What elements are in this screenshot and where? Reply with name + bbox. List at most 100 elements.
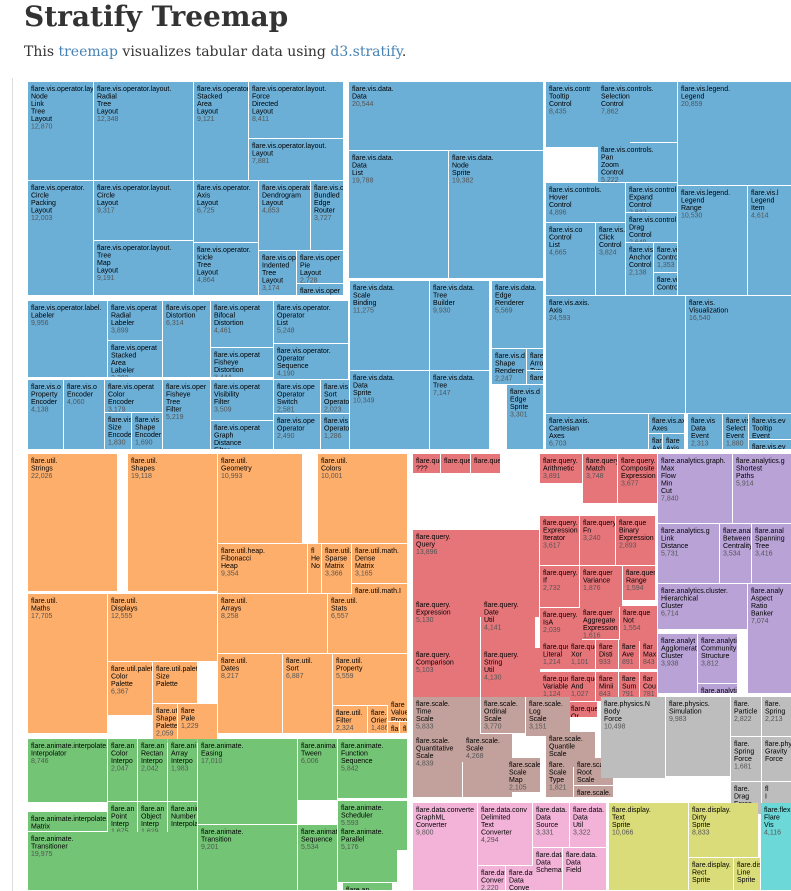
treemap-cell-rect	[211, 348, 273, 377]
treemap-cell-label-line: flare.vis.op	[262, 255, 296, 262]
treemap-cell-label-line: flare.dis	[737, 862, 762, 869]
treemap-chart: flare.vis.operator.layout. Node Link Tree La…	[28, 82, 791, 891]
treemap-cell-label-line: flare	[599, 644, 613, 651]
treemap-cell-rect	[108, 739, 137, 801]
treemap-cell-label-line: Rect	[692, 870, 706, 877]
treemap-cell-label-line: Force	[734, 756, 752, 763]
treemap-cell-label-line: Scale	[509, 770, 527, 777]
treemap-cell: flare.vis Operator 1,286	[321, 414, 349, 449]
treemap-cell-label-line: Renderer	[495, 368, 525, 375]
treemap-cell-label-line: Control	[549, 235, 572, 242]
treemap-cell-label: flare.vis.oper Pie Layout 2,728	[300, 255, 341, 285]
treemap-cell-value: 4,461	[214, 328, 232, 335]
treemap-cell-value: 3,179	[108, 407, 126, 414]
treemap-cell-value: 19,118	[131, 473, 152, 480]
treemap-cell-rect	[618, 454, 657, 503]
treemap-cell-rect	[283, 654, 332, 733]
treemap-cell-label: flare.vis.operator.layout. Layout 7,881	[252, 143, 326, 165]
treemap-cell-rect	[698, 634, 737, 683]
treemap-cell-label-line: flare.vis.operat	[214, 425, 260, 432]
treemap-cell-value: 6,006	[301, 758, 319, 765]
treemap-cell: flare. Scale Type 1,821	[546, 758, 573, 797]
treemap-cell-rect	[94, 82, 193, 180]
treemap-cell-label: flare.analytics.g Link Distance 5,731	[661, 528, 710, 558]
treemap-cell: flare.query. Comparison 5,103	[413, 648, 480, 697]
treemap-link[interactable]: treemap	[58, 44, 118, 60]
treemap-cell-value: 4,190	[277, 371, 295, 378]
treemap-cell-label-line: flare.display.	[692, 807, 731, 814]
treemap-cell-label-line: flare.vis.data.	[353, 375, 395, 382]
treemap-cell-label-line: Visibility	[214, 392, 240, 399]
treemap-cell-rect	[568, 702, 597, 717]
treemap-cell-rect	[749, 440, 791, 449]
treemap-cell-rect	[654, 273, 677, 295]
treemap-cell-label-line: Between	[723, 536, 750, 543]
treemap-cell-value: 10,066	[612, 830, 634, 837]
treemap-cell: flare Value Proxy	[388, 698, 407, 721]
treemap-cell-label-line: Max	[643, 652, 657, 659]
treemap-cell-label-line: Distance	[661, 543, 688, 550]
treemap-cell: flare.an	[343, 883, 392, 890]
treemap-cell-label-line: flare.vis.l	[751, 190, 779, 197]
treemap-cell-rect	[678, 82, 791, 185]
treemap-cell-rect	[321, 380, 349, 413]
treemap-cell: flare.dis Line Sprite	[734, 858, 762, 890]
treemap-cell-label-line: Hover	[549, 195, 568, 202]
treemap-cell-label: flare.query Variable 1,124	[543, 676, 577, 698]
treemap-cell-value: 2,059	[156, 731, 174, 738]
treemap-cell-value: 3,301	[510, 412, 528, 419]
treemap-cell-label-line: Data	[691, 426, 706, 433]
treemap-cell-rect	[580, 566, 622, 607]
treemap-cell-label-line: flare.vis.d	[510, 389, 540, 396]
treemap-cell-label-line: flare.query.	[484, 652, 519, 659]
treemap-cell-label-line: Conve	[509, 885, 529, 891]
treemap-cell-label-line: Expression	[621, 473, 656, 480]
treemap-cell-label-line: Control	[629, 232, 652, 239]
treemap-cell-label: flare.vis.operator. Stacked Area Layout 9,12…	[197, 86, 251, 123]
treemap-cell-label: flare.query Literal 1,214	[543, 644, 577, 666]
treemap-cell-label-line: flar	[643, 676, 653, 683]
treemap-cell-label: flare.animate. Easing 17,010	[201, 743, 243, 765]
treemap-cell-value: 6,714	[661, 611, 679, 618]
treemap-cell-label-line: Expand	[629, 195, 653, 202]
treemap-cell-label-line: Tree	[433, 383, 447, 390]
treemap-cell-label-line: Layout	[300, 270, 321, 277]
treemap-cell-label: flare.util. Property 5,559	[336, 658, 363, 680]
treemap-cell-rect	[249, 82, 343, 138]
treemap-cell-label-line: flare.query.	[543, 612, 578, 619]
treemap-cell: flare.analytics.g Shortest Paths 5,914	[733, 454, 791, 523]
treemap-cell-label-line: flare.vis.operator.	[197, 185, 251, 192]
treemap-cell-label: flare.analytics.cluster. Hierarchical Clus…	[661, 588, 728, 618]
treemap-cell-label-line: flare	[622, 676, 636, 683]
treemap-cell-rect	[748, 186, 791, 295]
treemap-cell-label-line: flare.	[734, 701, 750, 708]
treemap-cell-label-line: Tree	[433, 293, 447, 300]
treemap-cell-label-line: Packing	[31, 200, 56, 207]
treemap-cell-rect	[731, 697, 761, 736]
treemap-cell-label-line: flare.que	[619, 520, 646, 527]
treemap-cell-label: flare.vis.data. Data List 19,788	[352, 155, 394, 185]
treemap-cell-label-line: flare.scale.	[466, 738, 500, 745]
treemap-cell-rect	[194, 82, 248, 180]
treemap-cell-label-line: Aggregate	[583, 618, 615, 625]
treemap-cell-label-line: Iterator	[543, 535, 566, 542]
treemap-cell-label-line: flare.vis.operat	[111, 305, 157, 312]
treemap-cell-label-line: flare.data	[481, 870, 510, 877]
treemap-cell-label-line: Force	[604, 716, 622, 723]
treemap-cell-label: flare.que Xor 1,101	[571, 644, 598, 666]
treemap-cell-label: flare.vis.ax Axes	[652, 418, 686, 433]
treemap-cell-label-line: Stats	[331, 606, 347, 613]
treemap-cell: flare.vis.operat Radial Labeler 3,899	[108, 301, 162, 340]
treemap-cell-label-line: Scale	[353, 293, 371, 300]
treemap-cell-rect	[526, 697, 570, 736]
treemap-cell-label: flare. Particle 2,822	[734, 701, 757, 723]
treemap-cell-label-line: Sparse	[325, 556, 347, 563]
treemap-cell-label-line: flare.vis	[324, 384, 349, 391]
treemap-cell-label: flare.que??? 772	[416, 458, 443, 480]
treemap-cell-label-line: Sequence	[341, 758, 373, 765]
d3-stratify-link[interactable]: d3.stratify	[330, 44, 402, 60]
treemap-cell-label-line: IsA	[543, 620, 553, 627]
treemap-cell-label: flare.vis.oper	[300, 288, 341, 295]
treemap-cell-label-line: Matrix	[355, 563, 375, 570]
treemap-cell-rect	[620, 606, 657, 641]
